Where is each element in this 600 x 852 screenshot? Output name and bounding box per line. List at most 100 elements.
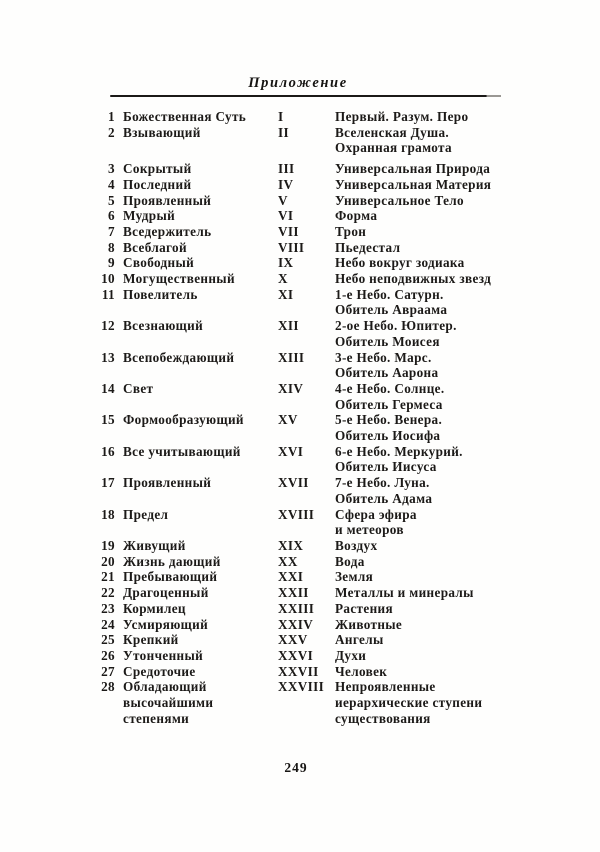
row-numeral-line: XXVII xyxy=(278,663,319,679)
table-row: 25 Крепкий XXV Ангелы xyxy=(95,632,525,648)
row-name: Все учитывающий xyxy=(123,444,270,460)
row-description: 7-е Небо. Луна. Обитель Адама xyxy=(335,475,525,506)
row-numeral: XXVIII xyxy=(278,679,327,695)
row-name: Пребывающий xyxy=(123,569,270,585)
row-name: Мудрый xyxy=(123,208,270,224)
table-row: 23 Кормилец XXIII Растения xyxy=(95,601,525,617)
row-name: Жизнь дающий xyxy=(123,554,270,570)
table-row: 2 Взывающий II Вселенская Душа. Охранная гра… xyxy=(95,125,525,156)
row-number-line: 4 xyxy=(108,176,115,192)
row-numeral: XIV xyxy=(278,381,327,397)
row-description: Воздух xyxy=(335,538,525,554)
row-number-line: 17 xyxy=(101,475,115,491)
table-row: 8 Всеблагой VIII Пьедестал xyxy=(95,240,525,256)
row-number: 23 xyxy=(95,601,115,617)
row-name-line: Крепкий xyxy=(123,632,179,648)
row-description-line: Непроявленные xyxy=(335,679,436,695)
row-description-line: Форма xyxy=(335,208,378,224)
row-description: 2-ое Небо. Юпитер. Обитель Моисея xyxy=(335,318,525,349)
row-numeral-line: XVII xyxy=(278,475,309,491)
row-number-line: 21 xyxy=(101,569,115,585)
table-row: 26 Утонченный XXVI Духи xyxy=(95,648,525,664)
row-numeral-line: XI xyxy=(278,286,294,302)
row-numeral-line: XIII xyxy=(278,349,305,365)
row-numeral-line: XX xyxy=(278,553,298,569)
row-number: 3 xyxy=(95,161,115,177)
row-description-line: Духи xyxy=(335,647,367,663)
row-number-line: 5 xyxy=(108,192,115,208)
row-numeral-line: VI xyxy=(278,208,294,224)
row-description: Универсальное Тело xyxy=(335,193,525,209)
row-number-line: 25 xyxy=(101,632,115,648)
row-description: Трон xyxy=(335,224,525,240)
row-numeral-line: XIX xyxy=(278,537,304,553)
table-row: 28 Обладающий высочайшими степенями XXVIII Не… xyxy=(95,679,525,726)
row-number: 18 xyxy=(95,507,115,523)
row-name-line: Взывающий xyxy=(123,124,201,140)
row-numeral: XV xyxy=(278,412,327,428)
row-description: Вселенская Душа. Охранная грамота xyxy=(335,125,525,156)
row-description: Металлы и минералы xyxy=(335,585,525,601)
table-row: 21 Пребывающий XXI Земля xyxy=(95,569,525,585)
row-numeral: VI xyxy=(278,208,327,224)
row-description-line: Воздух xyxy=(335,537,378,553)
row-number: 15 xyxy=(95,412,115,428)
row-number: 24 xyxy=(95,617,115,633)
row-number: 4 xyxy=(95,177,115,193)
row-description: Вода xyxy=(335,554,525,570)
row-numeral-line: X xyxy=(278,271,288,287)
row-name: Предел xyxy=(123,507,270,523)
row-numeral-line: XXI xyxy=(278,569,304,585)
row-number: 9 xyxy=(95,255,115,271)
table-row: 19 Живущий XIX Воздух xyxy=(95,538,525,554)
row-number-line: 14 xyxy=(101,380,115,396)
row-name: Могущественный xyxy=(123,271,270,287)
row-numeral: XX xyxy=(278,554,327,570)
row-number-line: 9 xyxy=(108,255,115,271)
row-description-line: Обитель Иисуса xyxy=(335,459,437,475)
table-row: 15 Формообразующий XV 5-е Небо. Венера. Обит… xyxy=(95,412,525,443)
row-number-line: 16 xyxy=(101,443,115,459)
row-numeral-line: XVI xyxy=(278,443,304,459)
row-numeral-line: II xyxy=(278,124,289,140)
row-number: 17 xyxy=(95,475,115,491)
row-number: 22 xyxy=(95,585,115,601)
row-number-line: 10 xyxy=(101,271,115,287)
row-numeral: XXI xyxy=(278,569,327,585)
row-numeral-line: XXVIII xyxy=(278,679,325,695)
row-number: 8 xyxy=(95,240,115,256)
row-name: Всепобеждающий xyxy=(123,350,270,366)
row-description-line: Обитель Адама xyxy=(335,490,433,506)
row-name: Проявленный xyxy=(123,475,270,491)
row-description: Животные xyxy=(335,617,525,633)
row-description: Пьедестал xyxy=(335,240,525,256)
row-description: 3-е Небо. Марс. Обитель Аарона xyxy=(335,350,525,381)
row-numeral: X xyxy=(278,271,327,287)
row-number: 16 xyxy=(95,444,115,460)
row-description-line: Обитель Аарона xyxy=(335,365,439,381)
table-row: 27 Средоточие XXVII Человек xyxy=(95,664,525,680)
table-row: 1 Божественная Суть I Первый. Разум. Перо xyxy=(95,109,525,125)
row-number-line: 3 xyxy=(108,161,115,177)
row-numeral-line: III xyxy=(278,161,295,177)
row-name: Средоточие xyxy=(123,664,270,680)
row-name: Проявленный xyxy=(123,193,270,209)
row-number: 13 xyxy=(95,350,115,366)
row-description: 4-е Небо. Солнце. Обитель Гермеса xyxy=(335,381,525,412)
row-number-line: 27 xyxy=(101,663,115,679)
table-row: 18 Предел XVIII Сфера эфира и метеоров xyxy=(95,507,525,538)
row-number-line: 12 xyxy=(101,318,115,334)
table-row: 17 Проявленный XVII 7-е Небо. Луна. Обитель … xyxy=(95,475,525,506)
row-number-line: 13 xyxy=(101,349,115,365)
row-name-line: Повелитель xyxy=(123,286,198,302)
row-description-line: 7-е Небо. Луна. xyxy=(335,475,430,491)
appendix-table: 1 Божественная Суть I Первый. Разум. Перо 2 В… xyxy=(95,109,525,726)
table-row: 10 Могущественный X Небо неподвижных звезд xyxy=(95,271,525,287)
row-numeral-line: XV xyxy=(278,412,298,428)
row-description-line: Трон xyxy=(335,223,367,239)
row-description: Растения xyxy=(335,601,525,617)
row-description: Первый. Разум. Перо xyxy=(335,109,525,125)
row-numeral-line: XII xyxy=(278,318,299,334)
row-numeral: XI xyxy=(278,287,327,303)
table-row: 3 Сокрытый III Универсальная Природа xyxy=(95,161,525,177)
